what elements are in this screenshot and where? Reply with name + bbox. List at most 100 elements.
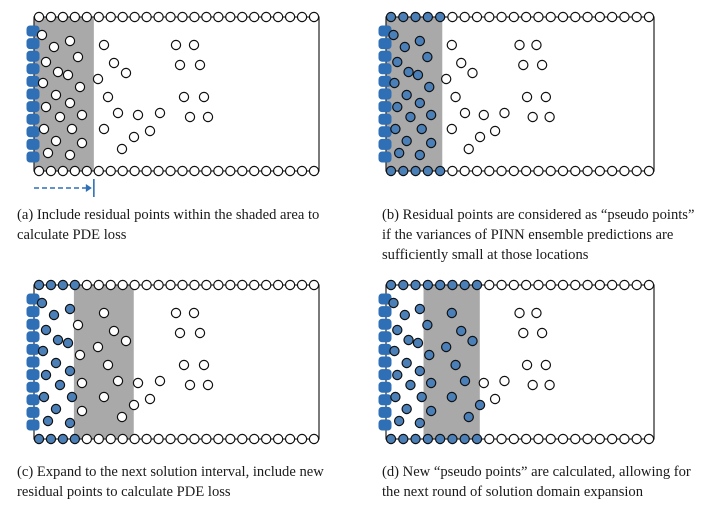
boundary-point	[81, 433, 93, 445]
boundary-point	[447, 165, 458, 177]
panel-a	[26, 11, 320, 197]
residual-point	[202, 111, 214, 123]
residual-point	[76, 137, 88, 149]
pseudo-point	[434, 165, 446, 177]
residual-point	[112, 107, 124, 119]
pseudo-point	[33, 279, 45, 291]
boundary-point	[582, 433, 593, 445]
residual-point	[446, 123, 458, 135]
boundary-point	[189, 433, 200, 445]
boundary-point	[631, 433, 642, 445]
pseudo-point	[54, 379, 66, 391]
boundary-point	[619, 11, 630, 23]
residual-point	[531, 39, 542, 51]
boundary-point	[165, 433, 176, 445]
boundary-point	[117, 279, 128, 291]
residual-point	[198, 359, 210, 371]
pseudo-point	[64, 365, 76, 377]
residual-point	[37, 77, 49, 89]
pseudo-point	[403, 334, 414, 346]
boundary-point	[284, 11, 296, 23]
boundary-point	[308, 433, 320, 445]
residual-point	[489, 393, 501, 405]
boundary-point	[606, 11, 618, 23]
boundary-point	[545, 165, 556, 177]
pseudo-point	[48, 309, 60, 321]
boundary-point	[213, 433, 224, 445]
boundary-point	[177, 433, 188, 445]
caption-panel-c: (c) Expand to the next solution interval…	[17, 462, 324, 502]
pseudo-point	[405, 111, 416, 123]
boundary-point	[165, 279, 176, 291]
pseudo-point	[385, 433, 397, 445]
pseudo-point	[403, 66, 414, 78]
pseudo-point	[399, 41, 411, 53]
pseudo-point	[385, 11, 397, 23]
pseudo-point	[393, 147, 405, 159]
initial-condition-point	[26, 331, 40, 343]
boundary-point	[117, 433, 128, 445]
boundary-point	[45, 165, 57, 177]
pseudo-point	[412, 337, 424, 349]
pseudo-point	[450, 359, 461, 371]
initial-condition-point	[26, 75, 40, 87]
initial-condition-point	[26, 151, 40, 163]
boundary-point	[520, 11, 532, 23]
boundary-point	[129, 165, 140, 177]
boundary-point	[201, 279, 212, 291]
pseudo-point	[42, 415, 54, 427]
pseudo-point	[398, 11, 409, 23]
boundary-point	[272, 11, 284, 23]
initial-condition-point	[378, 113, 392, 125]
boundary-point	[545, 279, 556, 291]
residual-point	[527, 379, 538, 391]
boundary-point	[153, 11, 164, 23]
pseudo-point	[389, 77, 400, 89]
boundary-point	[141, 433, 152, 445]
pseudo-point	[405, 379, 416, 391]
residual-point	[518, 327, 529, 339]
pseudo-point	[398, 279, 409, 291]
residual-point	[540, 359, 552, 371]
boundary-point	[69, 11, 81, 23]
residual-point	[194, 327, 206, 339]
boundary-point	[201, 433, 212, 445]
residual-point	[178, 91, 190, 103]
initial-condition-point	[378, 38, 392, 50]
initial-condition-point	[26, 113, 40, 125]
residual-point	[74, 349, 86, 361]
boundary-point	[459, 165, 470, 177]
caption-line: (d) New “pseudo points” are calculated, …	[382, 464, 691, 480]
residual-point	[463, 143, 474, 155]
boundary-point	[508, 165, 520, 177]
initial-condition-point	[378, 343, 392, 355]
pseudo-point	[69, 433, 81, 445]
boundary-point	[631, 279, 642, 291]
residual-point	[536, 59, 548, 71]
boundary-point	[594, 433, 606, 445]
residual-point	[72, 319, 84, 331]
boundary-point	[594, 11, 606, 23]
pseudo-point	[425, 377, 437, 389]
residual-point	[446, 39, 458, 51]
boundary-point	[93, 279, 104, 291]
boundary-point	[117, 11, 128, 23]
pseudo-point	[57, 433, 69, 445]
pseudo-point	[471, 433, 483, 445]
pseudo-point	[414, 35, 426, 47]
residual-point	[98, 307, 110, 319]
residual-point	[202, 379, 214, 391]
boundary-point	[570, 433, 581, 445]
boundary-point	[296, 165, 308, 177]
pseudo-point	[424, 81, 435, 93]
pseudo-point	[463, 411, 474, 423]
boundary-point	[643, 279, 655, 291]
pseudo-point	[459, 279, 470, 291]
boundary-point	[508, 279, 520, 291]
caption-panel-a: (a) Include residual points within the s…	[17, 205, 319, 245]
boundary-point	[284, 433, 296, 445]
residual-point	[64, 97, 76, 109]
boundary-point	[296, 433, 308, 445]
boundary-point	[296, 11, 308, 23]
pseudo-point	[398, 165, 409, 177]
